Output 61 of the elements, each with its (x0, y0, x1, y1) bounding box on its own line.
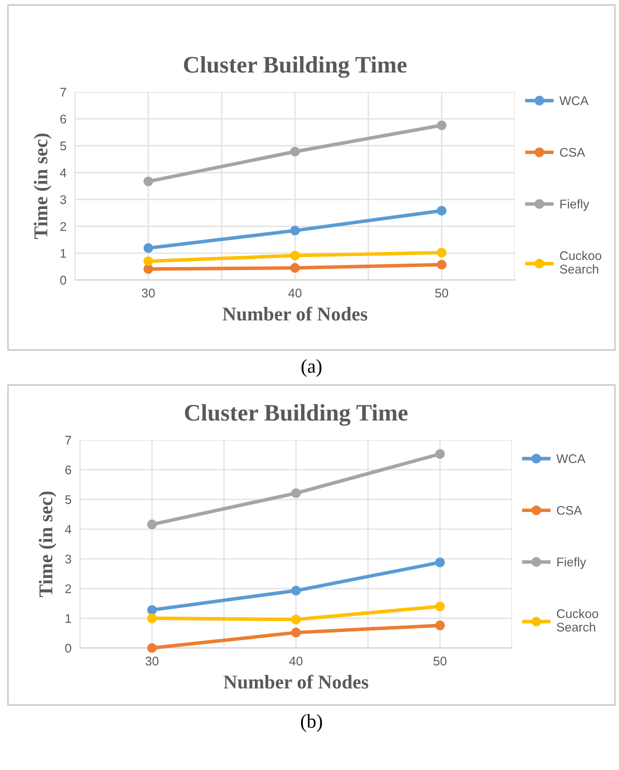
point (147, 643, 157, 653)
y-tick-label: 6 (65, 466, 72, 474)
legend-label: WCA (559, 96, 589, 106)
y-axis-title: Time (in sec) (34, 134, 52, 239)
point (435, 620, 445, 630)
y-tick-label: 0 (65, 644, 72, 653)
point (435, 558, 445, 568)
point (290, 226, 300, 236)
x-tick-label: 40 (288, 288, 302, 298)
point (143, 176, 154, 186)
y-tick-label: 2 (60, 222, 66, 231)
point (147, 520, 157, 530)
y-tick-label: 6 (60, 114, 66, 124)
chart-title: Cluster Building Time (184, 56, 407, 78)
y-tick-label: 5 (60, 142, 66, 150)
legend-label: CSA (556, 506, 582, 515)
point (291, 628, 301, 638)
x-tick-label: 50 (434, 656, 446, 666)
point (436, 120, 447, 130)
y-tick-label: 7 (65, 436, 72, 445)
point (435, 449, 445, 459)
x-axis-title: Number of Nodes (222, 306, 368, 321)
y-tick-label: 4 (65, 525, 72, 534)
point (290, 146, 300, 156)
y-tick-label: 7 (60, 88, 66, 97)
legend-label: CSA (560, 148, 586, 157)
text: (b) (301, 714, 322, 732)
y-tick-label: 1 (60, 249, 66, 258)
y-tick-label: 5 (65, 495, 72, 504)
y-tick-label: 3 (60, 195, 66, 204)
legend-label: WCA (556, 454, 586, 464)
x-tick-label: 50 (435, 288, 448, 298)
point (143, 243, 154, 253)
point (290, 250, 300, 260)
y-tick-label: 4 (60, 168, 66, 178)
point (143, 256, 154, 266)
point (147, 605, 157, 615)
point (436, 260, 447, 270)
legend-label: Fiefly (560, 199, 590, 211)
y-tick-label: 2 (65, 584, 72, 594)
point (291, 614, 301, 624)
point (436, 206, 447, 216)
point (436, 248, 447, 258)
point (291, 488, 301, 498)
y-tick-label: 3 (65, 554, 72, 564)
y-tick-label: 1 (66, 614, 72, 623)
point (291, 586, 301, 596)
point (147, 613, 157, 624)
chart-title: Cluster Building Time (184, 404, 408, 426)
x-tick-label: 30 (146, 656, 158, 666)
point (290, 263, 300, 273)
legend-label: Cuckoo Search (556, 608, 598, 632)
y-tick-label: 0 (60, 276, 66, 285)
x-tick-label: 40 (289, 656, 302, 666)
text: (a) (302, 359, 322, 377)
y-axis-title: Time (in sec) (38, 492, 56, 597)
point (435, 602, 445, 612)
legend-label: Fiefly (557, 557, 586, 569)
legend-label: Cuckoo Search (560, 250, 602, 274)
x-axis-title: Number of Nodes (224, 674, 368, 689)
x-tick-label: 30 (142, 288, 155, 298)
